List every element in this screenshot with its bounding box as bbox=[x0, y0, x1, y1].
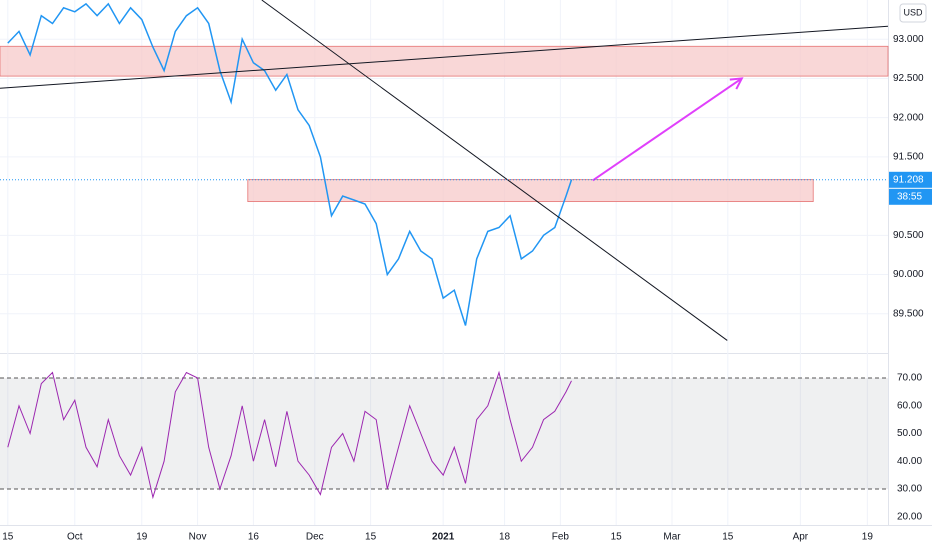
last-price: 91.208 bbox=[893, 174, 924, 185]
arrow bbox=[592, 77, 743, 182]
y-tick-label: 89.500 bbox=[893, 308, 924, 319]
countdown-box bbox=[889, 188, 932, 205]
y-tick-label: 60.00 bbox=[897, 400, 922, 411]
countdown: 38:55 bbox=[897, 191, 922, 202]
x-tick-label: 15 bbox=[2, 532, 14, 543]
x-tick-label: 15 bbox=[365, 532, 377, 543]
rsi-band bbox=[0, 378, 888, 489]
trendline bbox=[0, 25, 888, 89]
x-tick-label: 19 bbox=[136, 532, 148, 543]
x-tick-label: Feb bbox=[552, 532, 570, 543]
x-tick-label: Apr bbox=[793, 532, 809, 543]
x-tick-label: 18 bbox=[499, 532, 511, 543]
last-price-box bbox=[889, 171, 932, 188]
x-tick-label: 19 bbox=[862, 532, 874, 543]
x-tick-label: Oct bbox=[67, 532, 83, 543]
y-tick-label: 93.000 bbox=[893, 34, 924, 45]
y-tick-label: 91.500 bbox=[893, 152, 924, 163]
zone bbox=[247, 179, 814, 203]
y-tick-label: 30.00 bbox=[897, 484, 922, 495]
y-tick-label: 92.000 bbox=[893, 112, 924, 123]
x-tick-label: Nov bbox=[189, 532, 207, 543]
x-tick-label: 2021 bbox=[432, 532, 455, 543]
x-tick-label: Mar bbox=[663, 532, 681, 543]
y-tick-label: 92.500 bbox=[893, 73, 924, 84]
trendline bbox=[261, 0, 728, 341]
x-tick-label: Dec bbox=[306, 532, 324, 543]
y-tick-label: 90.000 bbox=[893, 269, 924, 280]
zone bbox=[0, 45, 889, 77]
x-tick-label: 16 bbox=[248, 532, 260, 543]
y-tick-label: 50.00 bbox=[897, 428, 922, 439]
y-tick-label: 20.00 bbox=[897, 511, 922, 522]
y-tick-label: 40.00 bbox=[897, 456, 922, 467]
y-tick-label: 70.00 bbox=[897, 373, 922, 384]
series-line bbox=[7, 370, 572, 500]
currency-box[interactable] bbox=[899, 3, 927, 23]
currency[interactable]: USD bbox=[903, 7, 923, 17]
x-tick-label: 15 bbox=[722, 532, 734, 543]
series-line bbox=[7, 2, 573, 326]
y-tick-label: 90.500 bbox=[893, 230, 924, 241]
x-tick-label: 15 bbox=[611, 532, 623, 543]
arrow-head bbox=[729, 77, 744, 90]
